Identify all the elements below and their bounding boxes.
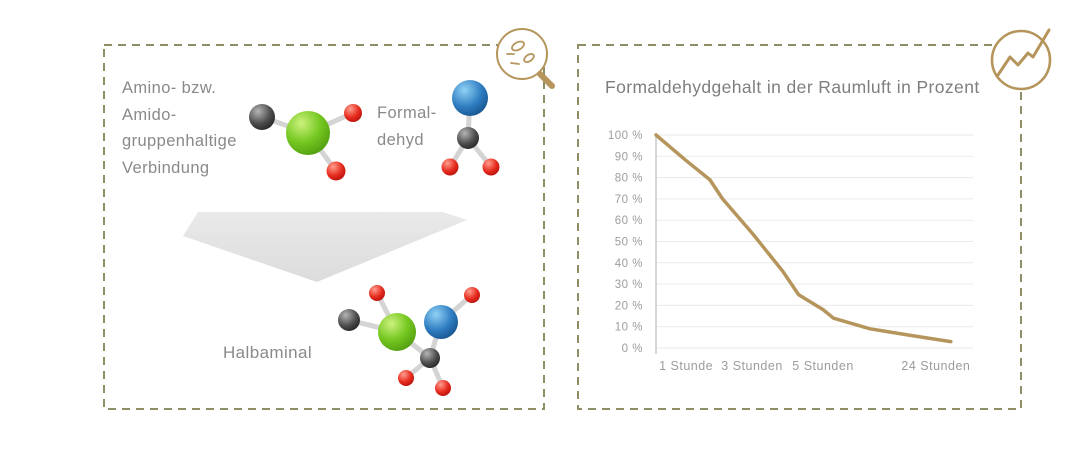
- green-atom: [286, 111, 330, 155]
- x-axis-tick-label: 5 Stunden: [792, 359, 854, 373]
- red-atom: [344, 104, 362, 122]
- green-atom: [378, 313, 416, 351]
- red-atom: [464, 287, 480, 303]
- trend-line-icon: [985, 26, 1059, 103]
- halbaminal-molecule: [338, 285, 480, 396]
- x-axis-tick-label: 24 Stunden: [901, 359, 970, 373]
- reactant-label-line: gruppenhaltige: [122, 132, 237, 150]
- red-atom: [441, 158, 459, 176]
- reactant-label-line: Verbindung: [122, 158, 210, 177]
- y-axis-tick-label: 10 %: [615, 322, 643, 334]
- y-axis-tick-label: 90 %: [615, 151, 643, 163]
- y-axis-tick-label: 40 %: [615, 258, 643, 270]
- reactant-label-line: Amido-: [122, 105, 177, 124]
- reaction-graphics: [183, 80, 500, 396]
- amino-compound-molecule: [249, 104, 362, 181]
- y-axis-tick-label: 50 %: [615, 237, 643, 249]
- magnifier-molecules-icon: [488, 22, 566, 103]
- formaldehyde-label-line: Formal-: [377, 104, 437, 122]
- chart-title: Formaldehydgehalt in der Raumluft in Pro…: [605, 77, 980, 97]
- black-atom: [338, 309, 360, 331]
- black-atom: [457, 127, 479, 149]
- y-axis-tick-label: 30 %: [615, 279, 643, 291]
- red-atom: [326, 161, 346, 181]
- formaldehyde-data-line: [654, 133, 953, 344]
- y-axis-tick-label: 60 %: [615, 215, 643, 227]
- red-atom: [482, 158, 500, 176]
- red-atom: [435, 380, 451, 396]
- red-atom: [369, 285, 385, 301]
- reactant-label: Amino- bzw. Amido- gruppenhaltige Verbin…: [122, 75, 237, 181]
- x-axis-tick-label: 3 Stunden: [721, 359, 783, 373]
- black-atom: [420, 348, 440, 368]
- formaldehyde-label: Formal- dehyd: [377, 100, 437, 153]
- formaldehyde-molecule: [441, 80, 500, 176]
- black-atom: [249, 104, 275, 130]
- x-axis-tick-label: 1 Stunde: [659, 359, 713, 373]
- product-label: Halbaminal: [223, 343, 313, 362]
- y-axis-tick-label: 20 %: [615, 300, 643, 312]
- red-atom: [398, 370, 414, 386]
- blue-atom: [452, 80, 488, 116]
- blue-atom: [424, 305, 458, 339]
- y-axis-tick-label: 100 %: [608, 130, 643, 142]
- panel-border: [103, 44, 545, 410]
- panel-border: [577, 44, 1022, 410]
- formaldehyde-line-chart: 100 % 90 % 80 % 70 % 60 % 50 % 40 % 30 % 20 % 10 …: [608, 130, 973, 373]
- reactant-label-line: Amino- bzw.: [122, 79, 217, 97]
- chart-panel: Formaldehydgehalt in der Raumluft in Pro…: [577, 44, 1022, 410]
- y-axis-tick-label: 0 %: [622, 343, 643, 355]
- y-axis-tick-label: 70 %: [615, 194, 643, 206]
- reaction-arrow-down: [183, 212, 467, 282]
- y-axis-tick-label: 80 %: [615, 173, 643, 185]
- formaldehyde-label-line: dehyd: [377, 130, 424, 149]
- reaction-panel: Amino- bzw. Amido- gruppenhaltige Verbin…: [103, 44, 545, 410]
